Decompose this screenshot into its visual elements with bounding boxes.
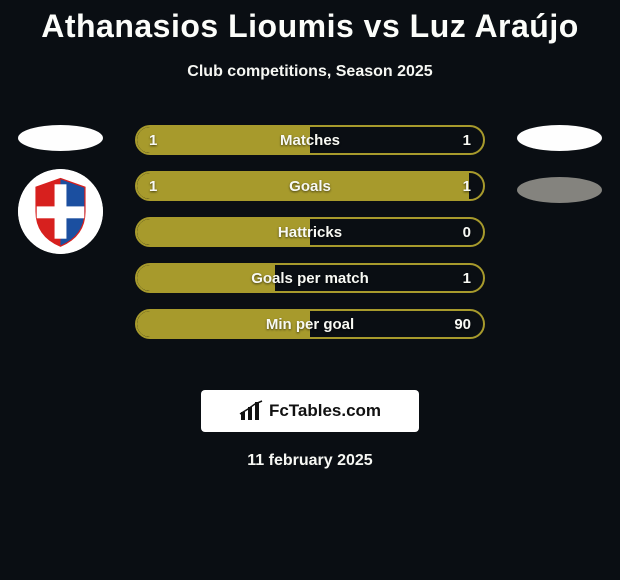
stat-right-value: 1 [463, 265, 471, 291]
stat-row: 1Goals1 [135, 171, 485, 201]
shield-icon [18, 169, 103, 254]
stat-row: 1Matches1 [135, 125, 485, 155]
right-player-pill-1 [517, 125, 602, 151]
page-title: Athanasios Lioumis vs Luz Araújo [0, 0, 620, 45]
stats-area: 1Matches11Goals1Hattricks0Goals per matc… [0, 125, 620, 360]
stat-right-value: 1 [463, 127, 471, 153]
right-player-pill-2 [517, 177, 602, 203]
stat-row: Min per goal90 [135, 309, 485, 339]
stat-row: Hattricks0 [135, 217, 485, 247]
stat-rows: 1Matches11Goals1Hattricks0Goals per matc… [135, 125, 485, 355]
source-logo-text: FcTables.com [269, 401, 381, 421]
stat-label: Min per goal [137, 311, 483, 337]
stat-label: Goals [137, 173, 483, 199]
date-label: 11 february 2025 [0, 452, 620, 470]
right-player-badges [517, 125, 602, 203]
stat-label: Matches [137, 127, 483, 153]
stat-right-value: 90 [454, 311, 471, 337]
stat-label: Hattricks [137, 219, 483, 245]
stat-right-value: 1 [463, 173, 471, 199]
subtitle: Club competitions, Season 2025 [0, 63, 620, 81]
player-comparison-card: Athanasios Lioumis vs Luz Araújo Club co… [0, 0, 620, 580]
left-player-pill [18, 125, 103, 151]
bar-chart-icon [239, 400, 265, 422]
club-badge-bahia [18, 169, 103, 254]
stat-label: Goals per match [137, 265, 483, 291]
stat-right-value: 0 [463, 219, 471, 245]
source-logo: FcTables.com [201, 390, 419, 432]
left-player-badges [18, 125, 103, 254]
stat-row: Goals per match1 [135, 263, 485, 293]
